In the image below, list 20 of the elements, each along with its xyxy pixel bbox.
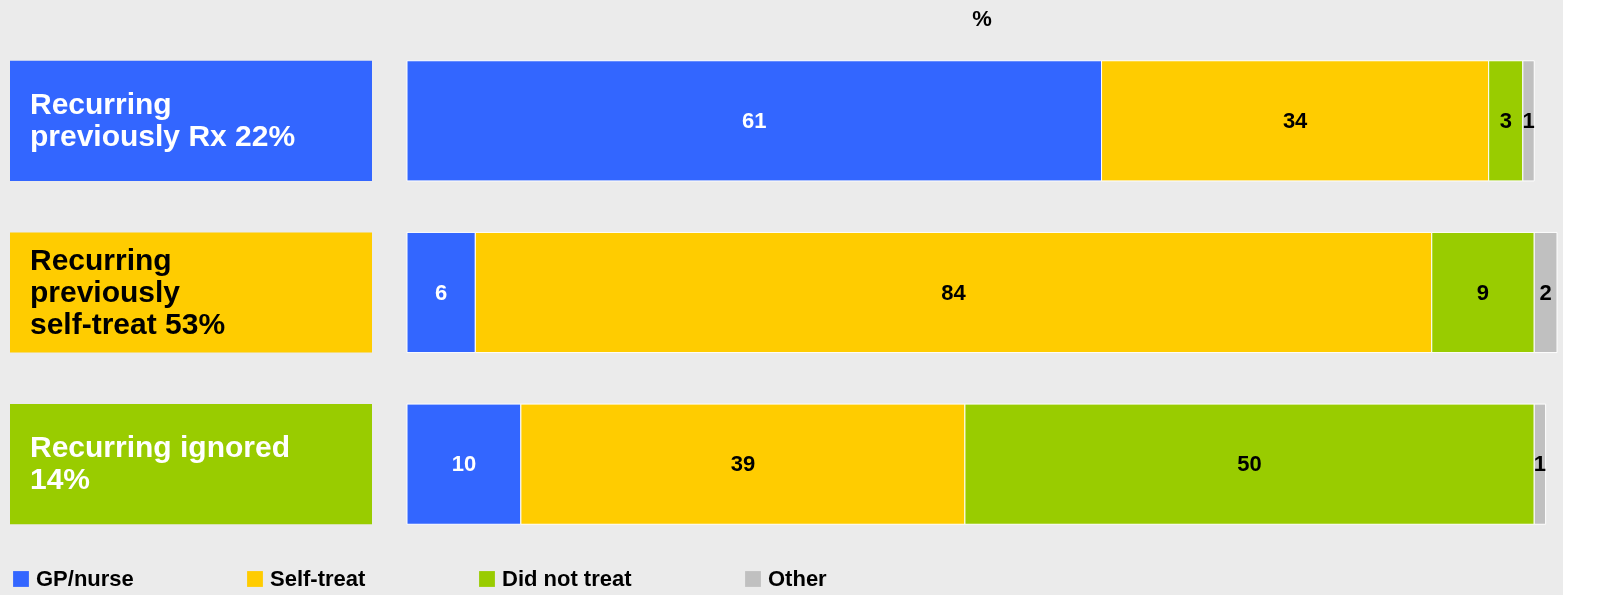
data-label: 9 (1476, 279, 1490, 305)
legend-label: GP/nurse (36, 566, 134, 591)
data-label: 50 (1237, 451, 1262, 477)
legend-label: Self-treat (270, 566, 367, 591)
data-label: 1 (1533, 451, 1547, 477)
data-label: 10 (451, 451, 477, 477)
data-label: 6 (435, 279, 448, 305)
chart-title: % (972, 6, 992, 31)
legend-label: Other (768, 566, 828, 591)
data-label: 1 (1522, 107, 1535, 133)
y-tick-label: Recurring previously Rx 22% (30, 86, 296, 152)
data-label: 34 (1282, 107, 1309, 133)
data-label: 84 (941, 279, 967, 305)
legend-label: Did not treat (502, 566, 633, 591)
y-tick-label: Recurring previously self-treat 53% (30, 242, 226, 340)
data-label: 61 (742, 107, 767, 133)
y-tick-label: Recurring ignored 14% (30, 430, 291, 496)
data-label: 39 (730, 451, 756, 477)
data-label: 3 (1499, 107, 1512, 133)
data-label: 2 (1539, 279, 1552, 305)
